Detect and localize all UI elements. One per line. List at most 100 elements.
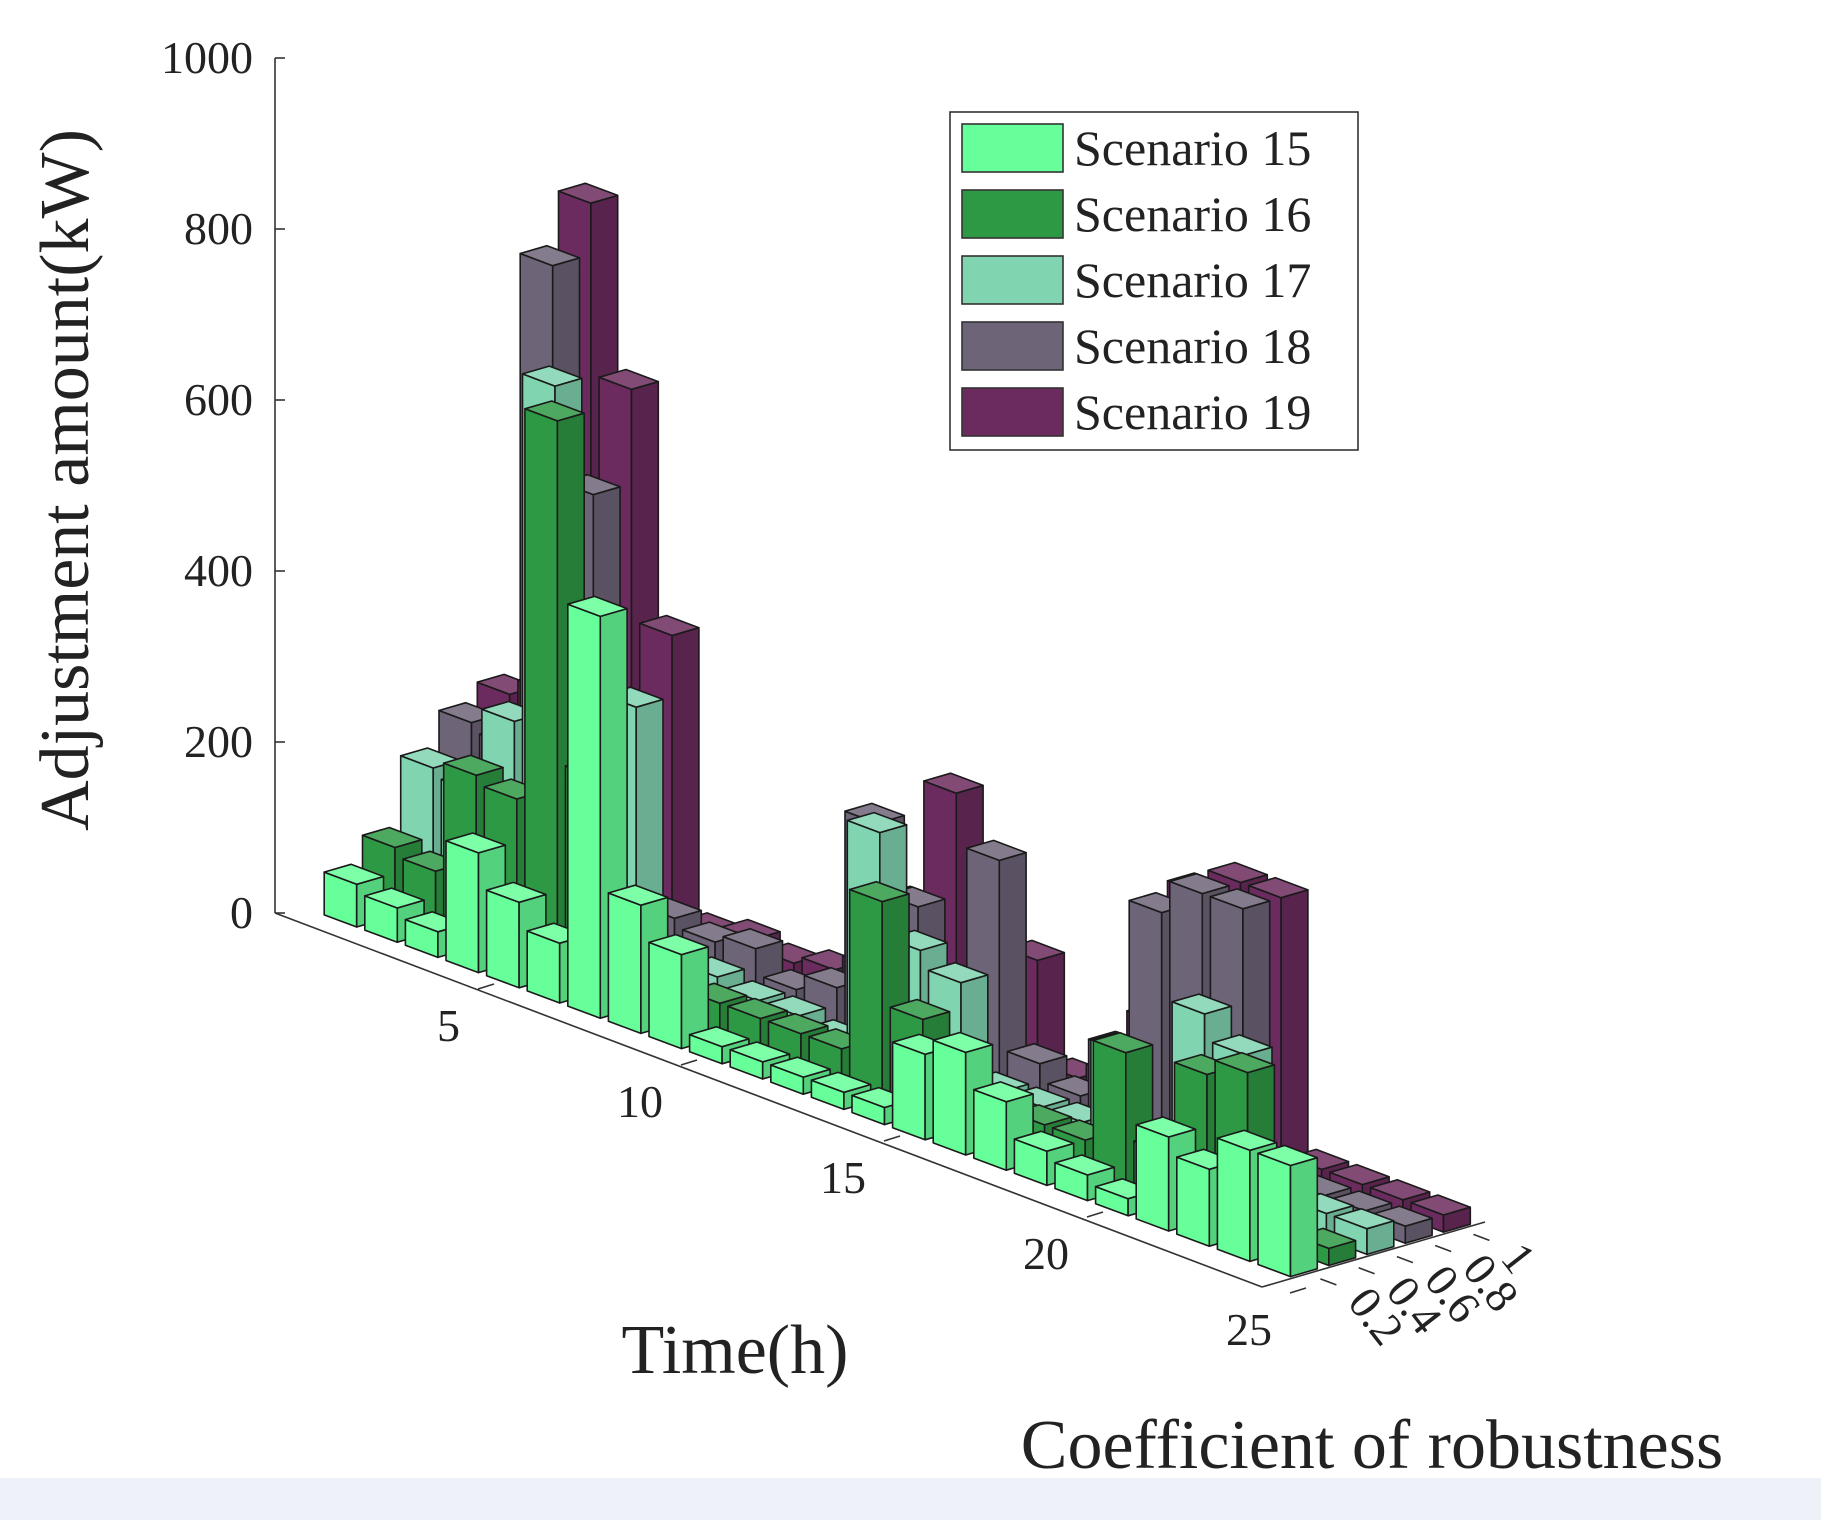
x-tick xyxy=(1289,1287,1307,1294)
y-tick xyxy=(1358,1267,1375,1275)
bar-top-face xyxy=(729,1041,791,1063)
bar-top-face xyxy=(521,365,583,387)
legend-label: Scenario 16 xyxy=(1074,186,1311,242)
bar-top-face xyxy=(810,1071,872,1094)
bar xyxy=(729,1041,791,1080)
bar-top-face xyxy=(1410,1194,1472,1216)
x-axis-title: Time(h) xyxy=(622,1312,849,1389)
bar-top-face xyxy=(557,182,619,204)
bar-top-face xyxy=(1333,1208,1395,1230)
bar-side-face xyxy=(1289,1156,1319,1278)
bar-top-face xyxy=(769,1056,831,1078)
bar xyxy=(1054,1154,1116,1202)
bar xyxy=(524,400,586,978)
legend-swatch xyxy=(961,255,1064,305)
bar-top-face xyxy=(524,400,586,422)
bar-top-face xyxy=(927,961,989,984)
robustness-axis-line xyxy=(1261,1221,1486,1288)
x-tick-label: 20 xyxy=(1023,1228,1069,1279)
legend-swatch xyxy=(961,321,1064,371)
x-tick xyxy=(680,1059,698,1066)
z-tick-label: 1000 xyxy=(161,32,253,83)
bar-top-face xyxy=(607,884,669,907)
bar-top-face xyxy=(445,832,507,854)
bar-top-face xyxy=(363,887,425,909)
bar-top-face xyxy=(1247,876,1309,899)
z-tick-label: 400 xyxy=(184,545,253,596)
bar-front-face xyxy=(445,839,480,974)
legend-label: Scenario 17 xyxy=(1074,252,1311,308)
bar-top-face xyxy=(1369,1179,1431,1201)
bar-top-face xyxy=(323,863,385,886)
bar xyxy=(848,880,910,1100)
z-axis-title: Adjustment amount(kW) xyxy=(27,129,104,831)
y-tick xyxy=(1320,1278,1337,1286)
bar-top-face xyxy=(727,997,789,1020)
bar-top-face xyxy=(688,1026,750,1048)
bar-front-face xyxy=(848,888,884,1100)
bar-top-face xyxy=(1257,1144,1319,1167)
bar-side-face xyxy=(671,626,700,945)
bar-front-face xyxy=(1257,1152,1292,1278)
bar-top-face xyxy=(1013,1130,1075,1152)
bar-top-face xyxy=(932,1031,994,1054)
legend-label: Scenario 18 xyxy=(1074,318,1311,374)
bar-top-face xyxy=(767,1012,829,1035)
bar-front-face xyxy=(1135,1124,1170,1232)
bar-top-face xyxy=(1006,1042,1068,1065)
y-tick xyxy=(1396,1255,1414,1264)
bar-top-face xyxy=(1135,1116,1197,1138)
bar-top-face xyxy=(1092,1031,1154,1054)
bar-top-face xyxy=(923,772,984,795)
legend: Scenario 15 Scenario 16 Scenario 17 Scenari… xyxy=(949,111,1359,451)
bar-top-face xyxy=(638,614,700,637)
bar-top-face xyxy=(722,927,784,950)
bar-top-face xyxy=(846,811,908,834)
bar-front-face xyxy=(972,1088,1008,1171)
bar-top-face xyxy=(1214,1051,1276,1074)
x-tick-label: 10 xyxy=(617,1076,663,1127)
x-tick xyxy=(883,1135,901,1142)
bar-top-face xyxy=(648,933,710,956)
time-axis-line xyxy=(274,912,1263,1288)
bars-layer xyxy=(323,182,1472,1278)
bar-top-face xyxy=(361,826,423,849)
z-tick-label: 800 xyxy=(184,203,253,254)
bar-top-face xyxy=(485,881,547,904)
bar-side-face xyxy=(1280,889,1309,1173)
bar-top-face xyxy=(1169,872,1230,895)
bar-top-face xyxy=(889,998,951,1021)
z-tick-label: 200 xyxy=(184,716,253,767)
legend-swatch xyxy=(961,123,1064,173)
bar xyxy=(323,863,385,928)
bar-top-face xyxy=(972,1081,1034,1103)
bar-front-face xyxy=(648,941,683,1050)
bottom-band xyxy=(0,1478,1821,1520)
bar-top-face xyxy=(848,880,910,903)
x-tick-label: 5 xyxy=(437,1000,460,1051)
bar-front-face xyxy=(607,892,642,1035)
bar-top-face xyxy=(1171,993,1233,1015)
y-axis-title: Coefficient of robustness xyxy=(1021,1407,1723,1484)
x-tick xyxy=(1086,1211,1104,1218)
bar-top-face xyxy=(1216,1129,1278,1152)
bar-top-face xyxy=(519,244,581,267)
legend-swatch xyxy=(961,189,1064,239)
bar-top-face xyxy=(1209,888,1271,910)
bar-front-face xyxy=(1216,1137,1251,1263)
bar-front-face xyxy=(891,1041,926,1141)
x-tick-label: 25 xyxy=(1226,1304,1272,1355)
bar-top-face xyxy=(965,839,1027,862)
bar-front-face xyxy=(566,603,602,1020)
legend-swatch xyxy=(961,387,1064,437)
bar xyxy=(1410,1194,1472,1233)
bar-top-face xyxy=(1329,1163,1390,1186)
bar-front-face xyxy=(1176,1156,1211,1247)
bar xyxy=(972,1081,1034,1171)
z-tick-label: 600 xyxy=(184,374,253,425)
bar-top-face xyxy=(1054,1154,1116,1176)
bar-front-face xyxy=(485,889,520,989)
labels-layer: Adjustment amount(kW) Time(h) Coefficien… xyxy=(27,129,1723,1484)
bar xyxy=(648,933,710,1050)
